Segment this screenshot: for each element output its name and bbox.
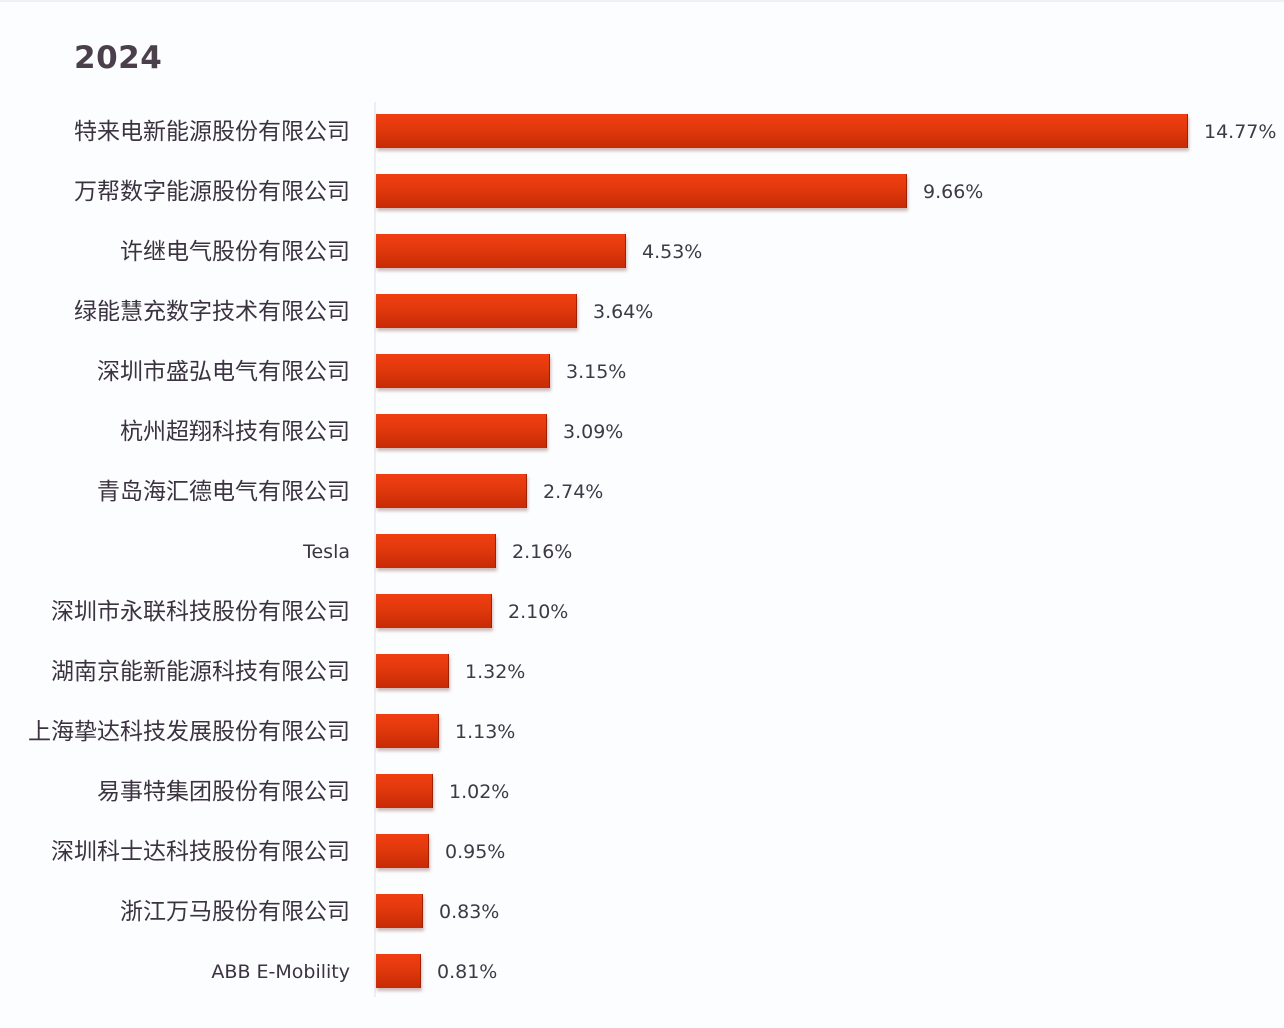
bar-row: 湖南京能新能源科技有限公司 1.32% — [0, 654, 1284, 690]
chart-title: 2024 — [74, 40, 163, 76]
bar — [376, 594, 492, 628]
value-label: 14.77% — [1204, 121, 1277, 143]
bar — [376, 294, 577, 328]
bar-row: 万帮数字能源股份有限公司 9.66% — [0, 174, 1284, 210]
bar-row: 易事特集团股份有限公司 1.02% — [0, 774, 1284, 810]
bar — [376, 174, 907, 208]
category-label: 青岛海汇德电气有限公司 — [97, 479, 350, 505]
value-label: 0.95% — [445, 841, 506, 863]
bar-row: 杭州超翔科技有限公司 3.09% — [0, 414, 1284, 450]
category-label: 杭州超翔科技有限公司 — [120, 419, 350, 445]
category-label: 绿能慧充数字技术有限公司 — [74, 299, 350, 325]
value-label: 2.74% — [543, 481, 604, 503]
category-label: 特来电新能源股份有限公司 — [74, 119, 350, 145]
bar-row: 上海挚达科技发展股份有限公司 1.13% — [0, 714, 1284, 750]
bar-row: 深圳市永联科技股份有限公司 2.10% — [0, 594, 1284, 630]
category-label: ABB E-Mobility — [211, 961, 350, 983]
bar — [376, 954, 421, 988]
value-label: 3.15% — [566, 361, 627, 383]
bar-row: Tesla 2.16% — [0, 534, 1284, 570]
bar — [376, 354, 550, 388]
bar — [376, 654, 449, 688]
bar-row: 深圳市盛弘电气有限公司 3.15% — [0, 354, 1284, 390]
value-label: 0.81% — [437, 961, 498, 983]
bar-row: 许继电气股份有限公司 4.53% — [0, 234, 1284, 270]
category-label: 易事特集团股份有限公司 — [97, 779, 350, 805]
category-label: 许继电气股份有限公司 — [120, 239, 350, 265]
bar — [376, 774, 433, 808]
bar — [376, 894, 423, 928]
value-label: 3.09% — [563, 421, 624, 443]
value-label: 1.13% — [455, 721, 516, 743]
bar — [376, 534, 496, 568]
value-label: 2.10% — [508, 601, 569, 623]
value-label: 3.64% — [593, 301, 654, 323]
category-label: Tesla — [303, 541, 350, 563]
category-label: 深圳市盛弘电气有限公司 — [97, 359, 350, 385]
bar-row: 浙江万马股份有限公司 0.83% — [0, 894, 1284, 930]
bar — [376, 234, 626, 268]
bar-row: 特来电新能源股份有限公司 14.77% — [0, 114, 1284, 150]
bar-row: 绿能慧充数字技术有限公司 3.64% — [0, 294, 1284, 330]
bar — [376, 834, 429, 868]
category-label: 浙江万马股份有限公司 — [120, 899, 350, 925]
bar — [376, 474, 527, 508]
bar-row: 青岛海汇德电气有限公司 2.74% — [0, 474, 1284, 510]
value-label: 9.66% — [923, 181, 984, 203]
category-label: 万帮数字能源股份有限公司 — [74, 179, 350, 205]
bar — [376, 114, 1188, 148]
bar-row: ABB E-Mobility 0.81% — [0, 954, 1284, 990]
value-label: 1.02% — [449, 781, 510, 803]
value-label: 0.83% — [439, 901, 500, 923]
category-label: 深圳市永联科技股份有限公司 — [51, 599, 350, 625]
value-label: 4.53% — [642, 241, 703, 263]
category-label: 深圳科士达科技股份有限公司 — [51, 839, 350, 865]
value-label: 1.32% — [465, 661, 526, 683]
category-axis-line — [374, 102, 376, 997]
bar — [376, 414, 547, 448]
category-label: 湖南京能新能源科技有限公司 — [51, 659, 350, 685]
bar-row: 深圳科士达科技股份有限公司 0.95% — [0, 834, 1284, 870]
bar — [376, 714, 439, 748]
value-label: 2.16% — [512, 541, 573, 563]
category-label: 上海挚达科技发展股份有限公司 — [28, 719, 350, 745]
